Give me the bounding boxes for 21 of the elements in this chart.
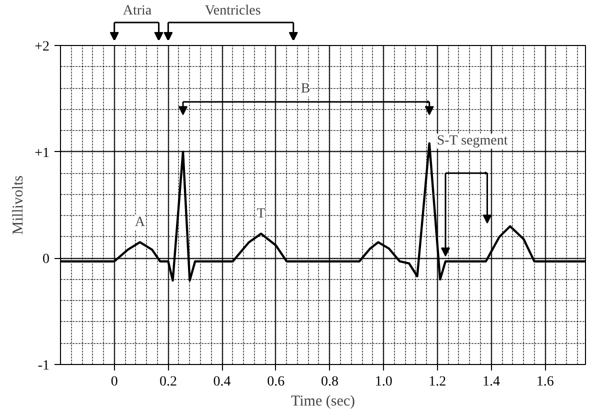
y-tick-label: 0	[42, 252, 50, 268]
x-tick-label: 0	[110, 374, 118, 390]
annotation: A	[134, 215, 146, 230]
x-tick-label: 1.6	[536, 374, 554, 390]
x-tick-label: 0.6	[267, 374, 285, 390]
y-tick-label: +2	[34, 40, 50, 54]
text: Ventricles	[204, 4, 261, 18]
text: Atria	[122, 4, 152, 18]
y-tick-label: +1	[34, 146, 50, 161]
x-tick-label: 0.2	[159, 374, 177, 390]
x-tick-label: 1.4	[482, 374, 500, 390]
x-axis-title: Time (sec)	[290, 394, 356, 410]
x-tick-label: 0.8	[320, 374, 338, 390]
annotation: B	[300, 82, 310, 97]
x-tick-label: 1.2	[428, 374, 446, 390]
annotation: T	[256, 206, 266, 222]
x-tick-label: 0.4	[213, 374, 231, 390]
y-tick-label: -1	[38, 358, 50, 374]
annotation: S-T segment	[436, 134, 508, 149]
x-tick-label: 1.0	[374, 374, 392, 390]
y-axis-title: Millivolts	[10, 175, 27, 235]
